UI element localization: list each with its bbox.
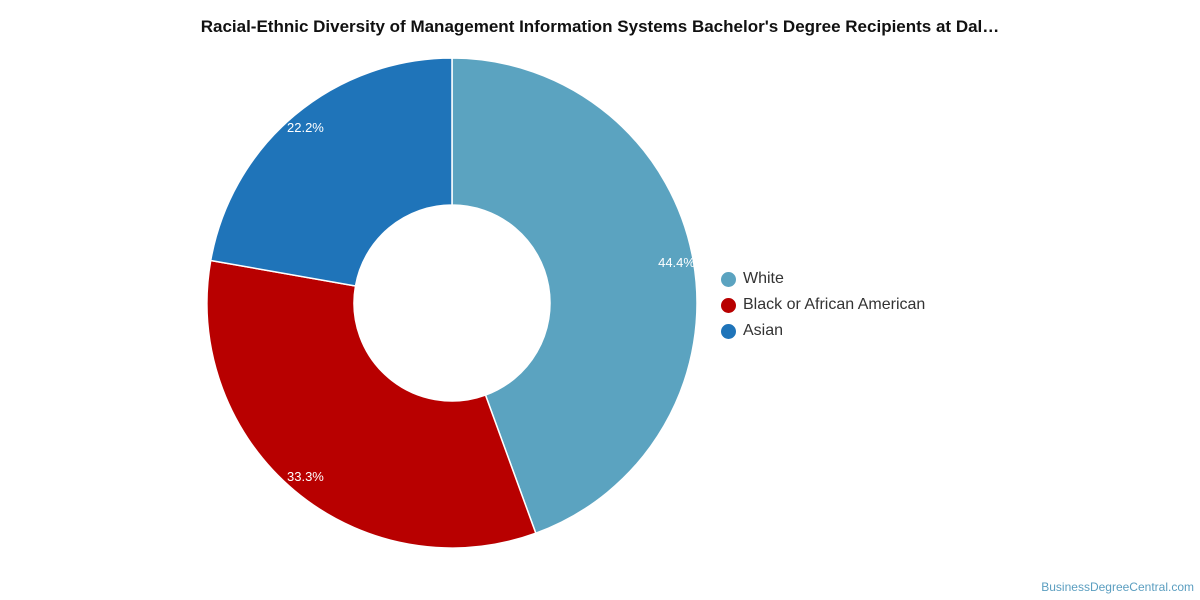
legend-item-black-or-african-american[interactable]: Black or African American <box>721 292 925 318</box>
chart-title: Racial-Ethnic Diversity of Management In… <box>200 17 1000 36</box>
legend-label-white: White <box>743 270 784 287</box>
legend-marker-asian <box>721 323 736 339</box>
legend-item-white[interactable]: White <box>721 266 925 292</box>
legend-marker-black-or-african-american <box>721 297 736 313</box>
slice-label-black-or-african-american: 33.3% <box>287 469 324 484</box>
slice-white[interactable] <box>451 57 698 535</box>
source-credit[interactable]: BusinessDegreeCentral.com <box>1041 580 1194 594</box>
slice-asian[interactable] <box>209 57 453 287</box>
legend-marker-white <box>721 271 736 287</box>
slice-label-white: 44.4% <box>658 255 695 270</box>
legend-label-asian: Asian <box>743 322 784 339</box>
legend-item-asian[interactable]: Asian <box>721 318 925 344</box>
chart-legend: White Black or African American Asian <box>721 266 925 344</box>
slice-black-or-african-american[interactable] <box>206 259 537 549</box>
legend-label-black-or-african-american: Black or African American <box>743 296 926 313</box>
slice-label-asian: 22.2% <box>287 120 324 135</box>
